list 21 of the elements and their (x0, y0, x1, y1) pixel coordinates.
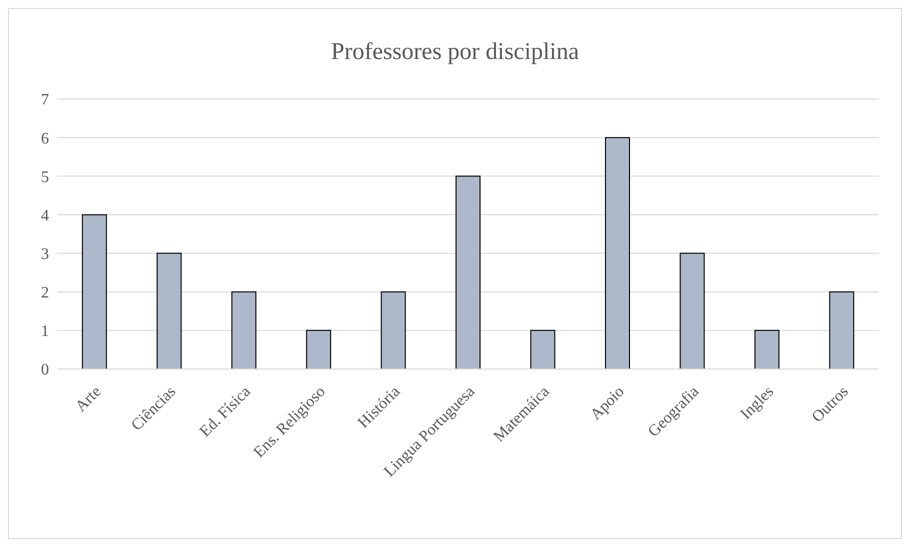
y-tick-label: 2 (41, 284, 49, 302)
bar (231, 291, 256, 369)
y-tick-label: 3 (41, 246, 49, 263)
y-tick-label: 4 (41, 207, 49, 224)
bar (306, 330, 332, 369)
bar (680, 252, 705, 369)
bar (82, 214, 107, 369)
y-tick-label: 7 (41, 92, 49, 109)
bar (829, 291, 854, 369)
bar (380, 291, 406, 369)
y-tick-label: 6 (41, 130, 49, 148)
bar (530, 330, 556, 369)
bar (156, 252, 182, 369)
chart-title: Professores por disciplina (330, 38, 580, 67)
bar (605, 137, 630, 369)
y-tick-label: 1 (41, 323, 49, 340)
y-tick-label: 5 (41, 168, 49, 186)
y-tick-label: 0 (41, 362, 49, 379)
bar (754, 330, 780, 369)
x-tick-label: Arte (72, 383, 105, 416)
bar (456, 176, 481, 369)
